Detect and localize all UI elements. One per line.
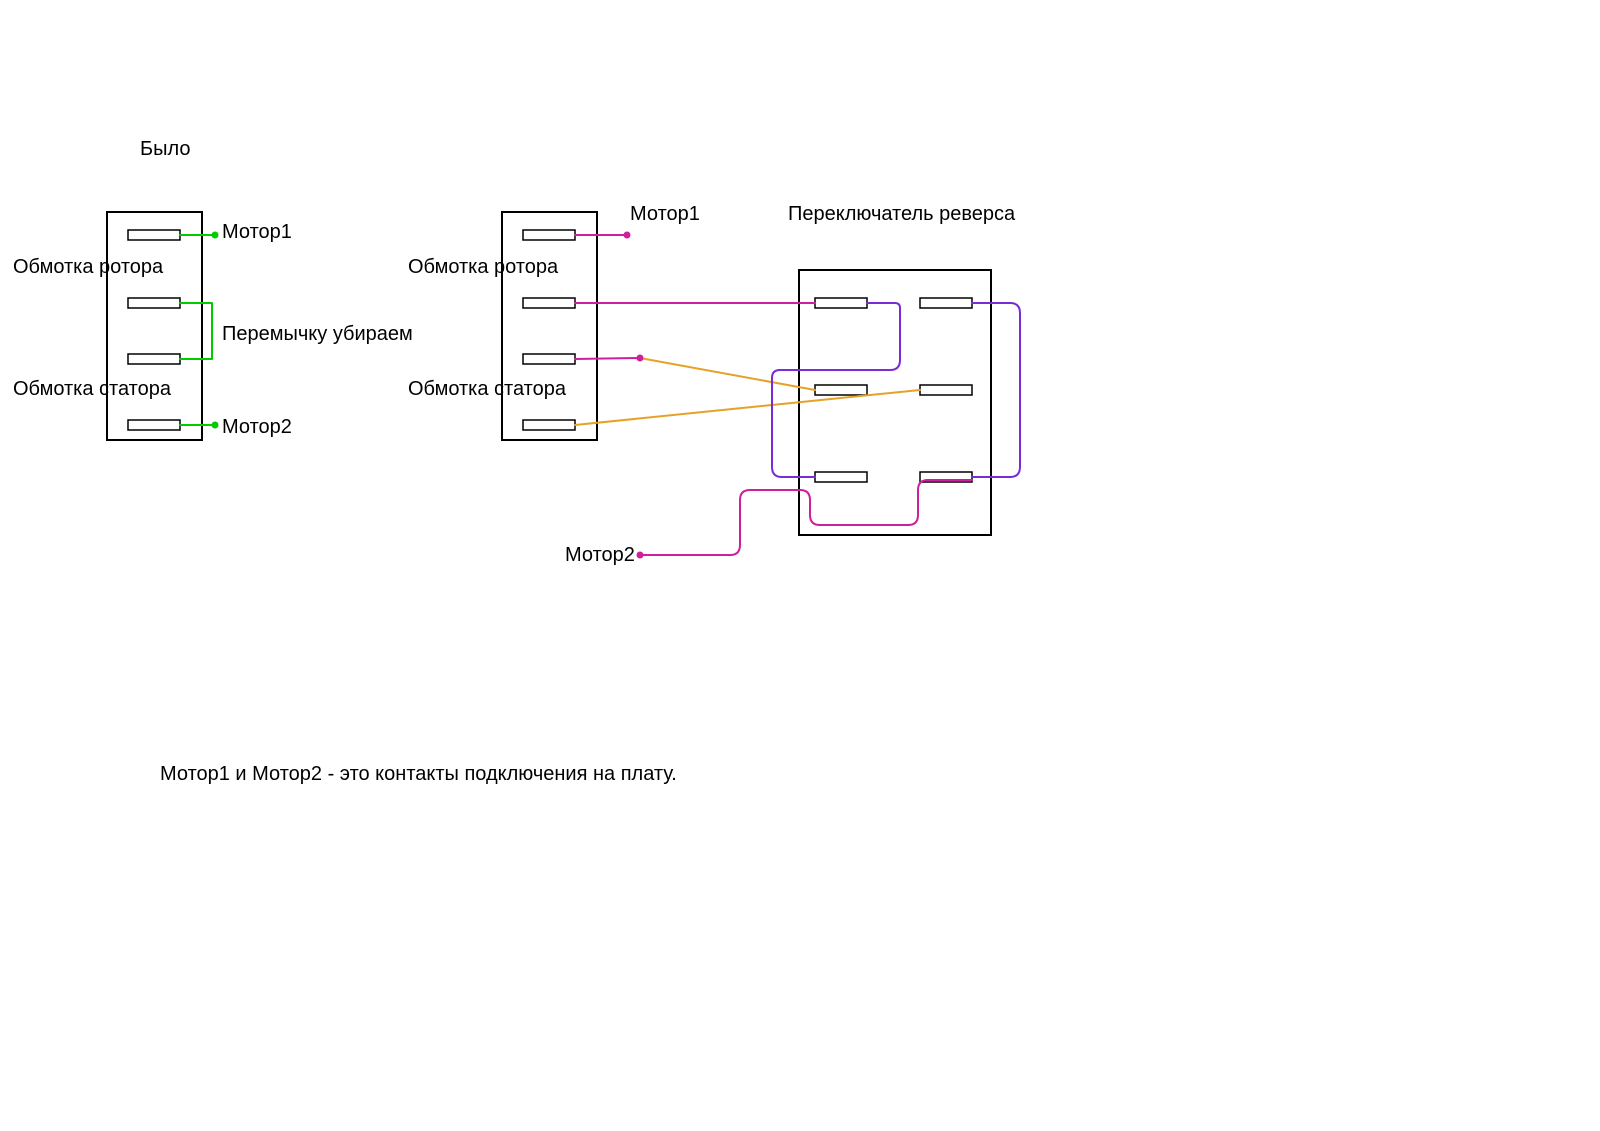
middle-terminal-1 [523,298,575,308]
label-motor2_R: Мотор2 [565,544,635,566]
wiring-diagram: Было Обмотка ротора Обмотка статора Мотор1 М… [0,0,1600,1131]
switch-terminal-0 [815,298,867,308]
label-stator_R: Обмотка статора [408,378,567,400]
middle-terminal-3 [523,420,575,430]
left-dot-0 [212,232,219,239]
label-rotor_R: Обмотка ротора [408,256,559,278]
label-motor1_L: Мотор1 [222,221,292,243]
label-motor1_R: Мотор1 [630,203,700,225]
middle-terminal-2 [523,354,575,364]
right-wire-2 [575,358,640,359]
switch-terminal-1 [920,298,972,308]
switch-terminal-4 [815,472,867,482]
left-terminal-2 [128,354,180,364]
left-terminal-3 [128,420,180,430]
right-dot-2 [637,552,644,559]
label-revswitch: Переключатель реверса [788,203,1016,225]
label-stator_L: Обмотка статора [13,378,172,400]
right-dot-0 [624,232,631,239]
switch-terminal-3 [920,385,972,395]
switch-terminal-2 [815,385,867,395]
label-footnote: Мотор1 и Мотор2 - это контакты подключен… [160,763,677,785]
canvas-bg [0,0,1600,1131]
left-terminal-1 [128,298,180,308]
left-dot-1 [212,422,219,429]
label-motor2_L: Мотор2 [222,416,292,438]
label-was: Было [140,138,191,160]
left-terminal-0 [128,230,180,240]
label-rotor_L: Обмотка ротора [13,256,164,278]
right-dot-1 [637,355,644,362]
middle-terminal-0 [523,230,575,240]
label-jumper_L: Перемычку убираем [222,323,413,345]
